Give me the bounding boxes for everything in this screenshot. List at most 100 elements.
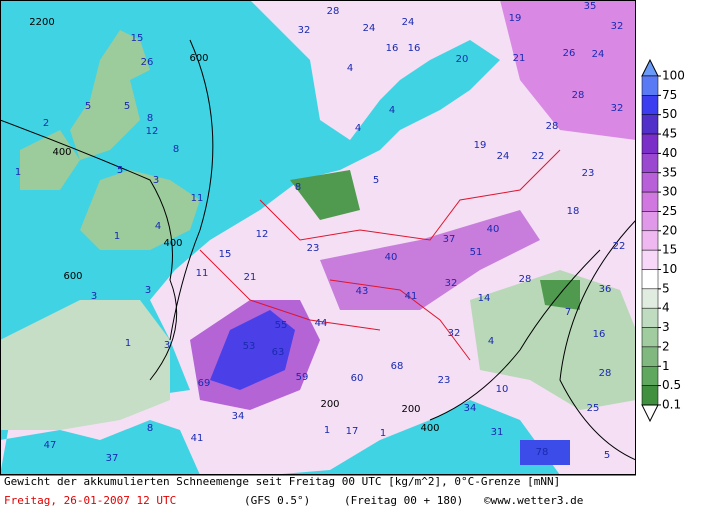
map-label: 200 — [401, 404, 420, 415]
map-label: 41 — [191, 433, 204, 444]
colorbar-label: 5 — [662, 281, 670, 295]
map-label: 17 — [346, 426, 359, 437]
map-label: 51 — [470, 247, 483, 258]
map-label: 4 — [488, 336, 494, 347]
map-label: 1 — [114, 231, 120, 242]
map-label: 44 — [315, 318, 328, 329]
footer-date: Freitag, 26-01-2007 12 UTC — [4, 494, 176, 507]
colorbar-segment — [641, 249, 659, 270]
colorbar-label: 75 — [662, 88, 677, 102]
map-label: 19 — [509, 13, 522, 24]
map-label: 28 — [599, 368, 612, 379]
map-label: 8 — [173, 144, 179, 155]
map-label: 3 — [145, 285, 151, 296]
colorbar-segment — [641, 307, 659, 328]
map-label: 12 — [256, 229, 269, 240]
map-label: 7 — [565, 307, 571, 318]
map-label: 22 — [532, 151, 545, 162]
map-label: 69 — [198, 378, 211, 389]
map-label: 36 — [599, 284, 612, 295]
colorbar-label: 30 — [662, 185, 677, 199]
colorbar-segment — [641, 366, 659, 386]
map-label: 3 — [164, 340, 170, 351]
colorbar-label: 0.1 — [662, 397, 681, 411]
colorbar-label: 10 — [662, 262, 677, 276]
snow-south — [520, 440, 570, 465]
map-label: 34 — [232, 411, 245, 422]
map-label: 8 — [147, 423, 153, 434]
map-label: 200 — [320, 399, 339, 410]
map-label: 21 — [513, 53, 526, 64]
colorbar-segment — [641, 75, 659, 96]
contour — [429, 249, 601, 421]
colorbar-label: 40 — [662, 146, 677, 160]
map-label: 5 — [604, 450, 610, 461]
colorbar-segment — [641, 133, 659, 154]
colorbar-segment — [641, 172, 659, 193]
map-label: 32 — [611, 103, 624, 114]
map-label: 28 — [327, 6, 340, 17]
map-label: 28 — [519, 274, 532, 285]
colorbar-label: 15 — [662, 243, 677, 257]
map-label: 1 — [15, 167, 21, 178]
map-label: 5 — [373, 175, 379, 186]
map-label: 24 — [497, 151, 510, 162]
map-label: 8 — [147, 113, 153, 124]
map-label: 25 — [587, 403, 600, 414]
contour — [0, 119, 178, 381]
contour — [169, 39, 214, 341]
map-label: 68 — [391, 361, 404, 372]
map-label: 43 — [356, 286, 369, 297]
colorbar-segment — [641, 288, 659, 309]
map-label: 34 — [464, 403, 477, 414]
map-label: 24 — [363, 23, 376, 34]
map-label: 23 — [307, 243, 320, 254]
map-label: 5 — [124, 101, 130, 112]
colorbar-segment — [641, 95, 659, 115]
map-label: 53 — [243, 341, 256, 352]
colorbar-label: 50 — [662, 107, 677, 121]
map-label: 26 — [141, 57, 154, 68]
map-label: 40 — [385, 252, 398, 263]
map-label: 2200 — [29, 17, 54, 28]
map-area — [0, 0, 636, 475]
map-label: 63 — [272, 347, 285, 358]
land-balkan — [470, 270, 636, 410]
colorbar-label: 2 — [662, 339, 670, 353]
map-label: 1 — [380, 428, 386, 439]
map-label: 10 — [496, 384, 509, 395]
map-label: 3 — [153, 175, 159, 186]
colorbar-segment — [641, 114, 659, 135]
map-label: 4 — [389, 105, 395, 116]
snow-low — [290, 170, 580, 310]
map-label: 8 — [295, 182, 301, 193]
map-label: 11 — [196, 268, 209, 279]
map-label: 400 — [163, 238, 182, 249]
map-label: 32 — [445, 278, 458, 289]
colorbar-label: 25 — [662, 204, 677, 218]
map-label: 55 — [275, 320, 288, 331]
colorbar-label: 1 — [662, 359, 670, 373]
map-label: 600 — [189, 53, 208, 64]
map-label: 32 — [448, 328, 461, 339]
map-label: 78 — [536, 447, 549, 458]
map-label: 11 — [191, 193, 204, 204]
colorbar-label: 3 — [662, 320, 670, 334]
map-label: 41 — [405, 291, 418, 302]
colorbar-segment — [641, 269, 659, 290]
map-label: 1 — [324, 425, 330, 436]
map-label: 24 — [402, 17, 415, 28]
colorbar-segment — [641, 230, 659, 251]
map-label: 26 — [563, 48, 576, 59]
map-label: 24 — [592, 49, 605, 60]
map-label: 31 — [491, 427, 504, 438]
map-label: 20 — [456, 54, 469, 65]
map-label: 32 — [298, 25, 311, 36]
snow-max — [210, 310, 295, 390]
borders — [199, 149, 561, 361]
land-iberia — [0, 300, 170, 430]
land-uk — [20, 30, 200, 250]
footer-description: Gewicht der akkumulierten Schneemenge se… — [4, 475, 560, 488]
